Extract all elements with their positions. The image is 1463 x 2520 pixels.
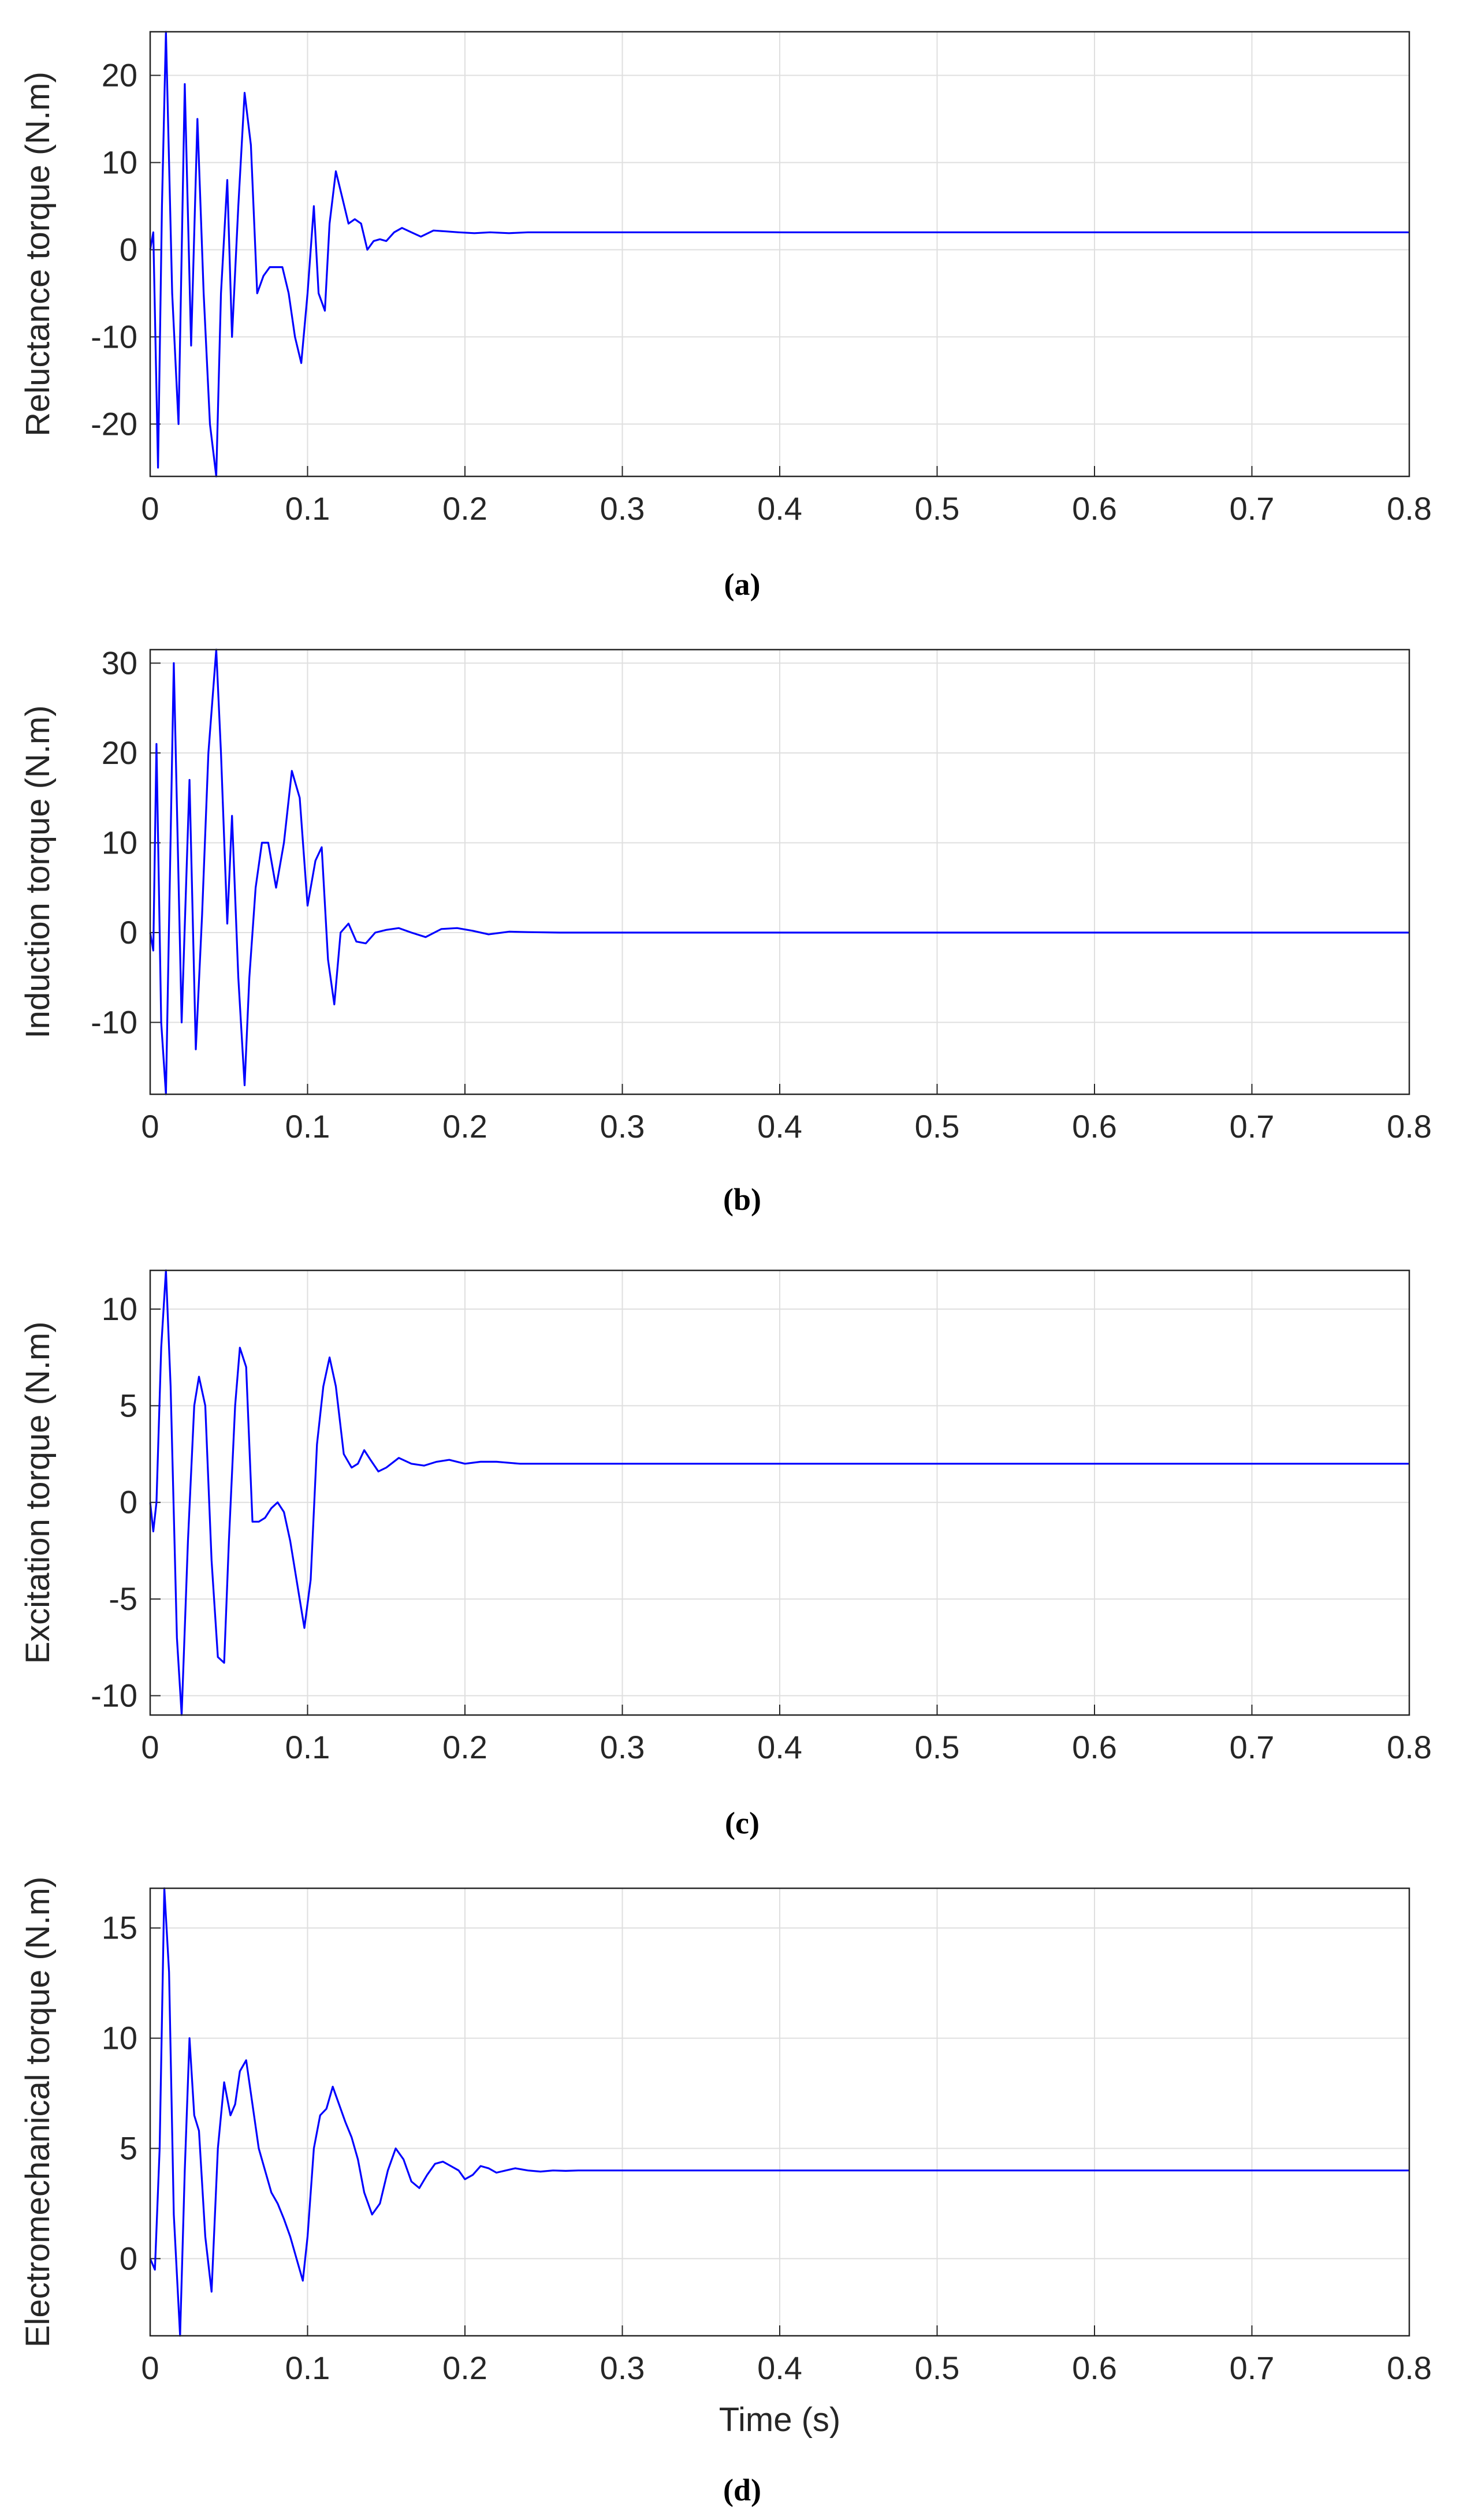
- x-tick-label: 0.4: [757, 490, 802, 527]
- y-tick-label: 10: [102, 824, 137, 860]
- x-tick-label: 0.2: [442, 490, 487, 527]
- y-axis-label: Induction torque (N.m): [19, 705, 57, 1038]
- y-tick-label: 0: [120, 914, 137, 950]
- x-tick-label: 0.3: [600, 1108, 645, 1145]
- x-tick-label: 0.4: [757, 1729, 802, 1765]
- x-tick-label: 0.7: [1230, 1108, 1275, 1145]
- x-tick-label: 0.6: [1072, 2350, 1117, 2386]
- x-tick-label: 0.3: [600, 1729, 645, 1765]
- x-tick-label: 0.2: [442, 1729, 487, 1765]
- y-tick-label: -20: [91, 405, 137, 442]
- axes-box: [149, 1269, 1410, 1716]
- y-tick-label: 5: [120, 2130, 137, 2166]
- x-tick-label: 0.1: [285, 2350, 330, 2386]
- axes-box: [149, 648, 1410, 1095]
- x-tick-label: 0.6: [1072, 490, 1117, 527]
- x-tick-label: 0.4: [757, 1108, 802, 1145]
- y-tick-label: -5: [109, 1580, 137, 1617]
- y-tick-label: 10: [102, 2020, 137, 2056]
- x-tick-label: 0: [141, 1729, 159, 1765]
- y-tick-label: 0: [120, 2240, 137, 2276]
- y-tick-label: 0: [120, 1484, 137, 1520]
- y-axis-label: Reluctance torque (N.m): [19, 72, 57, 437]
- series-line: [149, 1887, 1409, 2337]
- y-tick-label: 20: [102, 57, 137, 93]
- x-tick-label: 0.6: [1072, 1108, 1117, 1145]
- y-tick-label: 20: [102, 735, 137, 771]
- x-tick-label: 0: [141, 2350, 159, 2386]
- panel-d: 0 0.1 0.2 0.3 0.4 0.5 0.6 0.7 0.8 0 5 10 15 Electrome…: [19, 1877, 1432, 2507]
- panel-c: 0 0.1 0.2 0.3 0.4 0.5 0.6 0.7 0.8 -10 -5 0 5 10 Excita…: [19, 1269, 1432, 1840]
- x-tick-label: 0.7: [1230, 1729, 1275, 1765]
- x-axis-label: Time (s): [719, 2401, 840, 2439]
- x-tick-label: 0.1: [285, 1108, 330, 1145]
- x-tick-label: 0.5: [915, 1729, 960, 1765]
- x-tick-label: 0.8: [1387, 1108, 1432, 1145]
- y-tick-label: 15: [102, 1910, 137, 1946]
- x-tick-label: 0.7: [1230, 2350, 1275, 2386]
- y-tick-label: 10: [102, 1291, 137, 1327]
- series-line: [149, 648, 1409, 1095]
- x-tick-label: 0.4: [757, 2350, 802, 2386]
- axes-box: [149, 1887, 1410, 2337]
- y-axis-label: Electromechanical torque (N.m): [19, 1877, 57, 2348]
- x-tick-label: 0: [141, 490, 159, 527]
- panel-caption: (a): [724, 567, 761, 602]
- y-tick-label: -10: [91, 1004, 137, 1041]
- x-tick-label: 0.8: [1387, 1729, 1432, 1765]
- x-tick-label: 0: [141, 1108, 159, 1145]
- series-line: [149, 31, 1409, 478]
- x-tick-label: 0.1: [285, 490, 330, 527]
- y-tick-label: 5: [120, 1387, 137, 1423]
- x-tick-label: 0.2: [442, 1108, 487, 1145]
- x-tick-label: 0.5: [915, 2350, 960, 2386]
- x-tick-label: 0.8: [1387, 2350, 1432, 2386]
- x-tick-label: 0.6: [1072, 1729, 1117, 1765]
- y-tick-label: -10: [91, 1677, 137, 1714]
- x-tick-label: 0.1: [285, 1729, 330, 1765]
- x-tick-label: 0.5: [915, 490, 960, 527]
- x-tick-label: 0.3: [600, 2350, 645, 2386]
- panel-b: 0 0.1 0.2 0.3 0.4 0.5 0.6 0.7 0.8 -10 0 10 20 30 Induc…: [19, 644, 1432, 1217]
- panel-caption: (c): [725, 1806, 760, 1840]
- x-tick-label: 0.3: [600, 490, 645, 527]
- x-tick-label: 0.5: [915, 1108, 960, 1145]
- y-tick-label: 0: [120, 231, 137, 267]
- panel-caption: (b): [723, 1182, 761, 1217]
- y-tick-label: 10: [102, 144, 137, 180]
- panel-a: 0 0.1 0.2 0.3 0.4 0.5 0.6 0.7 0.8 -20 -10 0 10 20 Relu…: [19, 31, 1432, 602]
- series-line: [149, 1269, 1409, 1716]
- y-tick-label: 30: [102, 644, 137, 681]
- axes-box: [149, 31, 1410, 478]
- x-tick-label: 0.7: [1230, 490, 1275, 527]
- x-tick-label: 0.8: [1387, 490, 1432, 527]
- panel-caption: (d): [723, 2473, 761, 2507]
- x-tick-label: 0.2: [442, 2350, 487, 2386]
- y-axis-label: Excitation torque (N.m): [19, 1321, 57, 1664]
- y-tick-label: -10: [91, 318, 137, 355]
